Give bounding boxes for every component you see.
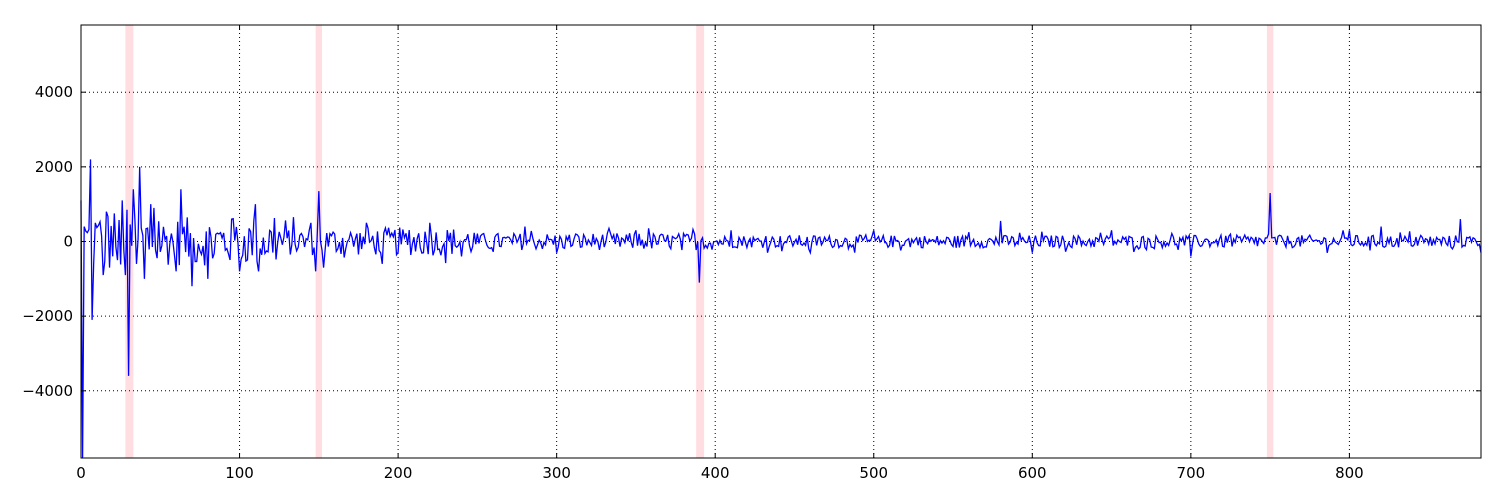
y-tick-label: 4000 — [35, 83, 73, 101]
highlight-band-2 — [696, 25, 705, 458]
x-tick-labels: 0 100 200 300 400 500 600 700 800 — [76, 464, 1363, 482]
y-tick-label: 0 — [63, 233, 73, 251]
y-tick-label: −4000 — [22, 382, 73, 400]
x-tick-label: 300 — [542, 464, 571, 482]
tick-marks — [80, 25, 1481, 458]
x-tick-label: 600 — [1018, 464, 1047, 482]
x-tick-label: 700 — [1177, 464, 1206, 482]
highlight-band-1 — [315, 25, 322, 458]
y-tick-label: −2000 — [22, 307, 73, 325]
x-tick-label: 100 — [225, 464, 254, 482]
series-layer — [80, 159, 1482, 459]
x-tick-label: 0 — [76, 464, 86, 482]
y-tick-label: 2000 — [35, 158, 73, 176]
y-tick-labels: 4000 2000 0 −2000 −4000 — [22, 83, 73, 400]
x-tick-label: 800 — [1335, 464, 1364, 482]
x-tick-label: 200 — [384, 464, 413, 482]
x-tick-label: 500 — [859, 464, 888, 482]
x-tick-label: 400 — [701, 464, 730, 482]
highlight-band-3 — [1266, 25, 1274, 458]
series-line-0 — [80, 159, 1482, 459]
